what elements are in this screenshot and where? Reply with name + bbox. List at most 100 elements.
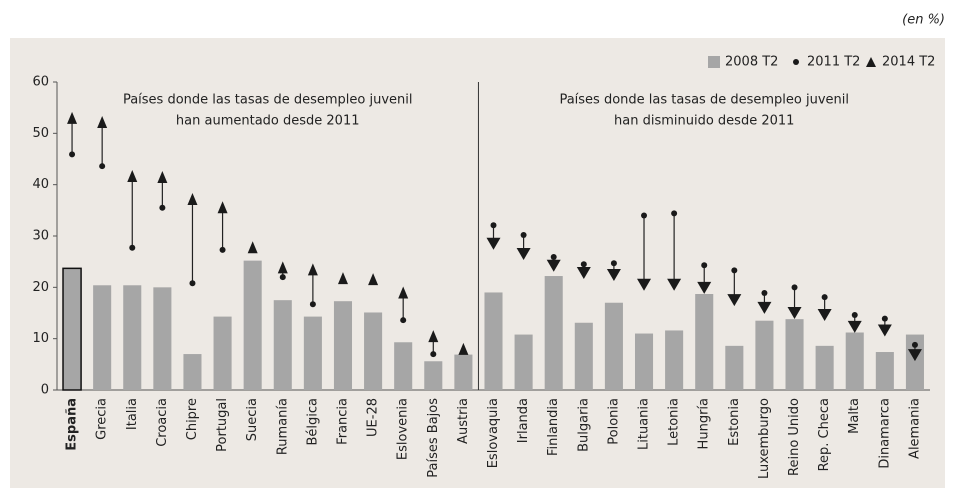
x-tick-label: Grecia — [95, 398, 110, 440]
bar — [243, 260, 262, 390]
legend-label: 2008 T2 — [725, 55, 778, 70]
bar — [725, 345, 744, 390]
x-tick-label: Suecia — [245, 398, 260, 441]
triangle-marker — [247, 241, 258, 254]
triangle-marker — [486, 237, 501, 250]
dot-marker — [400, 317, 407, 324]
x-tick-label: Bélgica — [305, 398, 320, 446]
triangle-marker — [127, 169, 138, 182]
legend-label: 2011 T2 — [807, 55, 860, 70]
dot-marker — [99, 163, 106, 170]
bar — [62, 267, 82, 391]
dot-marker — [490, 222, 497, 229]
x-tick-label: Francia — [335, 398, 350, 445]
x-tick-label: Bulgaria — [576, 398, 591, 452]
bar — [303, 316, 322, 390]
x-tick-label: UE-28 — [366, 398, 381, 437]
triangle-marker — [458, 342, 469, 355]
bar — [695, 294, 714, 390]
bar — [544, 276, 563, 390]
bar — [604, 302, 623, 390]
triangle-marker — [307, 263, 318, 276]
bar — [815, 345, 834, 390]
x-tick-label: Estonia — [727, 398, 742, 446]
bar — [484, 292, 503, 390]
dot-marker — [671, 210, 678, 217]
annotation: han disminuido desde 2011 — [614, 114, 794, 129]
y-tick-label: 40 — [32, 177, 49, 192]
x-tick-label: Eslovaquia — [486, 398, 501, 468]
dot-marker — [731, 267, 738, 274]
x-tick-label: Dinamarca — [877, 398, 892, 469]
x-tick-label: Chipre — [185, 398, 200, 440]
triangle-marker — [217, 201, 228, 214]
triangle-marker — [67, 111, 78, 124]
dot-marker — [881, 315, 888, 322]
dot-marker — [430, 351, 437, 358]
triangle-marker — [368, 273, 379, 286]
bar — [364, 312, 383, 390]
x-tick-label: Letonia — [667, 398, 682, 446]
x-tick-label: Eslovenia — [396, 398, 411, 460]
triangle-marker — [817, 309, 832, 322]
triangle-marker — [546, 259, 561, 272]
bar — [183, 354, 202, 390]
dot-marker — [69, 151, 76, 158]
dot-marker — [219, 246, 226, 253]
annotation: Países donde las tasas de desempleo juve… — [123, 93, 413, 108]
dot-marker — [761, 289, 768, 296]
panel-background — [10, 38, 945, 488]
dot-marker — [821, 294, 828, 301]
x-tick-label: Austria — [456, 398, 471, 444]
bar — [905, 334, 924, 390]
y-tick-label: 10 — [32, 331, 49, 346]
triangle-marker — [697, 281, 712, 294]
triangle-marker — [667, 278, 682, 291]
bar — [213, 316, 232, 390]
bar — [845, 332, 864, 390]
x-tick-label: Portugal — [215, 398, 230, 452]
x-tick-label: Rep. Checa — [817, 398, 832, 471]
annotation: han aumentado desde 2011 — [176, 114, 360, 129]
bar — [333, 301, 353, 390]
triangle-marker — [757, 301, 772, 314]
annotation: Países donde las tasas de desempleo juve… — [559, 93, 849, 108]
bar — [875, 352, 894, 390]
bar — [424, 361, 443, 390]
y-tick-label: 60 — [32, 75, 49, 90]
dot-marker — [610, 260, 617, 267]
bar — [454, 354, 473, 390]
bar — [755, 320, 774, 390]
dot-marker — [279, 274, 286, 281]
y-tick-label: 0 — [41, 383, 49, 398]
y-tick-label: 20 — [32, 280, 49, 295]
x-tick-label: Alemania — [907, 398, 922, 459]
x-tick-label: Hungría — [697, 398, 712, 449]
triangle-marker — [847, 320, 862, 333]
dot-marker — [701, 262, 708, 269]
triangle-marker — [97, 116, 108, 129]
unit-note: (en %) — [902, 13, 945, 28]
bar — [123, 285, 142, 390]
dot-marker — [791, 284, 798, 291]
triangle-marker — [516, 247, 531, 260]
bar — [273, 300, 292, 390]
x-tick-label: Finlandia — [546, 398, 561, 456]
bar — [634, 333, 654, 390]
x-tick-label: Polonia — [606, 398, 621, 445]
triangle-marker — [157, 170, 168, 183]
y-tick-label: 50 — [32, 126, 49, 141]
triangle-marker — [727, 294, 742, 307]
dot-marker — [641, 212, 648, 219]
x-tick-label: Reino Unido — [787, 398, 802, 476]
triangle-marker — [428, 330, 439, 343]
x-tick-label: España — [65, 398, 80, 451]
dot-marker — [309, 301, 316, 308]
x-tick-label: Irlanda — [516, 398, 531, 443]
triangle-marker — [187, 193, 198, 206]
legend-swatch — [708, 56, 720, 68]
bar — [394, 342, 413, 390]
dot-marker — [520, 231, 527, 238]
x-tick-label: Italia — [125, 398, 140, 430]
